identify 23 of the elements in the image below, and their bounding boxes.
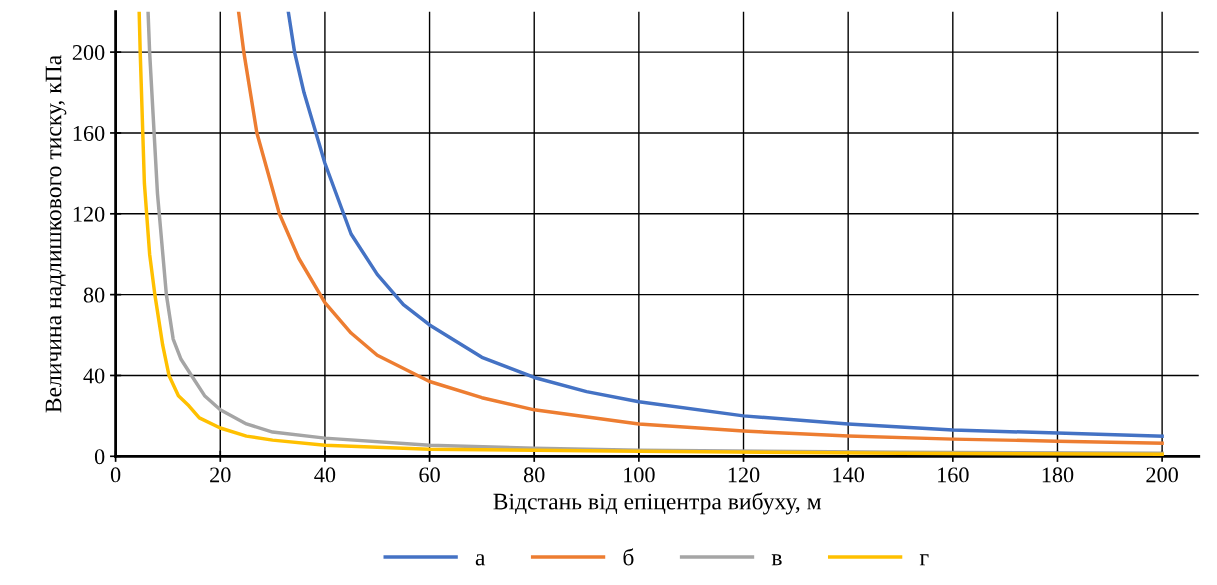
legend-label: а [475,554,486,566]
legend-label: б [623,548,634,566]
x-tick-label: 140 [833,467,864,483]
x-tick-label: 0 [110,467,121,483]
y-tick-label: 80 [83,287,105,303]
x-tick-label: 200 [1146,467,1178,483]
x-tick-label: 60 [419,467,440,483]
x-tick-label: 40 [314,467,336,483]
x-tick-label: 80 [523,467,545,483]
x-axis-title: Відстань від епіцентра вибуху, м [493,492,822,515]
x-tick-label: 120 [728,467,760,483]
y-tick-label: 0 [94,449,105,465]
y-axis-title: Величина надлишкового тиску, кПа [45,55,67,413]
x-tick-label: 20 [210,467,231,483]
x-tick-label: 160 [938,467,969,483]
y-tick-label: 160 [73,125,105,141]
y-tick-label: 200 [72,45,105,61]
y-tick-label: 40 [83,368,105,384]
legend-label: в [771,554,782,566]
y-tick-label: 120 [73,206,105,222]
legend-label: г [919,554,929,566]
x-tick-label: 100 [624,467,655,483]
x-tick-label: 180 [1042,467,1074,483]
